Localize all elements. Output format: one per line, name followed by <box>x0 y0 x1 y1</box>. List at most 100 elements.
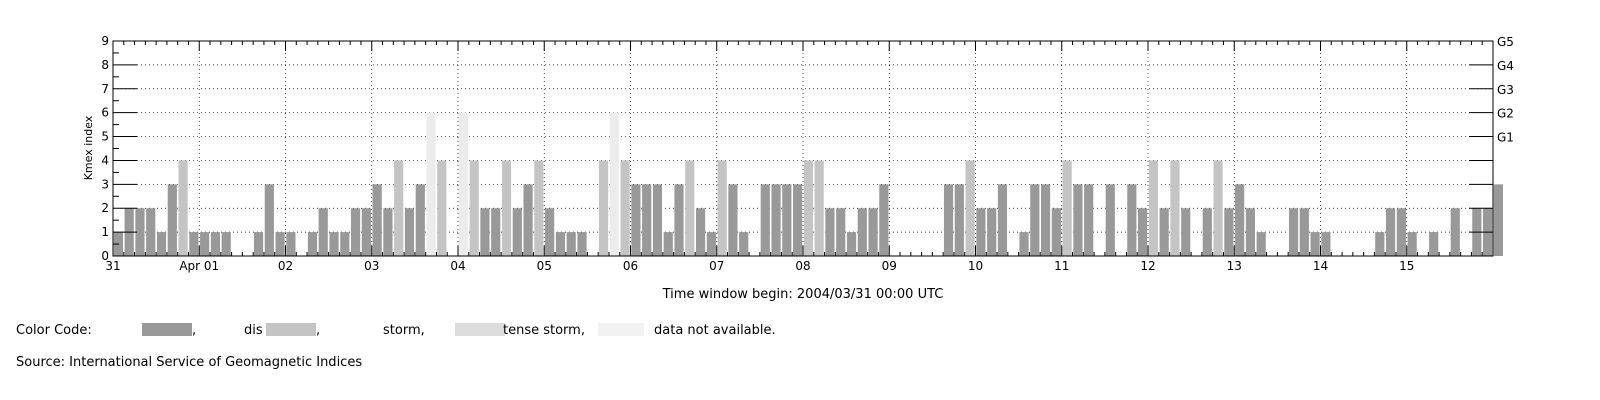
x-tick-label: 13 <box>1227 259 1242 273</box>
bar <box>760 184 770 256</box>
bar <box>814 160 824 256</box>
bar <box>836 208 846 256</box>
bar <box>458 112 468 257</box>
bar <box>879 184 889 256</box>
bar <box>135 208 145 256</box>
bar <box>652 184 663 256</box>
bar <box>566 232 576 256</box>
bar <box>868 208 878 256</box>
x-tick-label: 11 <box>1054 259 1069 273</box>
bar <box>631 184 641 256</box>
bar <box>1235 184 1245 256</box>
bar <box>469 160 479 256</box>
bar <box>1310 232 1320 256</box>
bar <box>1138 208 1148 256</box>
y-tick-label: 6 <box>101 106 109 120</box>
y-tick-label: 9 <box>101 34 109 48</box>
bar <box>943 184 954 256</box>
bar <box>685 160 695 256</box>
x-tick-label: 04 <box>450 259 465 273</box>
bar <box>534 160 544 256</box>
bar <box>1202 208 1212 256</box>
bar <box>404 208 415 256</box>
legend-swatch-disturbed <box>266 323 316 336</box>
bar <box>275 232 285 256</box>
legend-swatch-intense-storm <box>598 323 644 336</box>
x-tick-label: 10 <box>968 259 983 273</box>
g-scale-label: G3 <box>1497 83 1514 97</box>
bar <box>1030 184 1040 256</box>
bar <box>663 232 673 256</box>
bar <box>253 232 264 256</box>
bar <box>415 184 425 256</box>
bar <box>771 184 781 256</box>
bar <box>1051 208 1061 256</box>
bar <box>577 232 587 256</box>
bar <box>555 232 566 256</box>
bar <box>695 208 706 256</box>
bar <box>307 232 318 256</box>
bar <box>1450 208 1460 256</box>
bar <box>642 184 652 256</box>
bar <box>286 232 296 256</box>
g-scale-label: G1 <box>1497 131 1514 145</box>
x-tick-label: 03 <box>364 259 379 273</box>
bar <box>372 184 382 256</box>
bar <box>361 208 371 256</box>
bar <box>1224 208 1234 256</box>
bar <box>1299 208 1309 256</box>
legend-item-4-text: tense storm, <box>503 323 585 338</box>
bar <box>1429 232 1439 256</box>
bar <box>1256 232 1266 256</box>
bar <box>954 184 964 256</box>
y-tick-label: 3 <box>101 177 109 191</box>
bar <box>1170 160 1180 256</box>
y-axis-label: Kmex index <box>82 115 95 180</box>
bar <box>1407 232 1417 256</box>
bar <box>739 232 749 256</box>
bar <box>545 208 555 256</box>
bar <box>1181 208 1191 256</box>
legend-item-1-text: , <box>192 323 197 338</box>
bar <box>146 208 156 256</box>
bar <box>1062 160 1072 256</box>
x-tick-label: 31 <box>105 259 120 273</box>
bar <box>825 208 835 256</box>
bar <box>1148 160 1158 256</box>
bar <box>1159 208 1169 256</box>
g-scale-label: G2 <box>1497 107 1514 121</box>
bar <box>598 160 609 256</box>
bar <box>987 208 997 256</box>
legend-title: Color Code: <box>16 323 92 338</box>
bar <box>1375 232 1385 256</box>
bar <box>1040 184 1051 256</box>
bar <box>1493 184 1503 256</box>
bar <box>965 160 975 256</box>
legend-swatch-storm <box>455 323 505 336</box>
bar <box>976 208 986 256</box>
bar <box>1288 208 1299 256</box>
bar <box>394 160 404 256</box>
bar <box>793 184 803 256</box>
bar <box>706 232 716 256</box>
bar <box>210 232 221 256</box>
bar <box>221 232 231 256</box>
bar <box>674 184 684 256</box>
bar <box>340 232 350 256</box>
bar <box>329 232 339 256</box>
bar <box>620 160 630 256</box>
bar <box>383 208 393 256</box>
bar <box>1084 184 1094 256</box>
bar <box>1385 208 1396 256</box>
bar <box>350 208 361 256</box>
bar <box>609 112 619 257</box>
bar <box>1105 184 1115 256</box>
x-tick-label: 06 <box>623 259 638 273</box>
bar-series <box>113 112 1503 257</box>
bar <box>1396 208 1406 256</box>
y-tick-label: 8 <box>101 58 109 72</box>
x-tick-label: 08 <box>795 259 810 273</box>
x-tick-label: 07 <box>709 259 724 273</box>
